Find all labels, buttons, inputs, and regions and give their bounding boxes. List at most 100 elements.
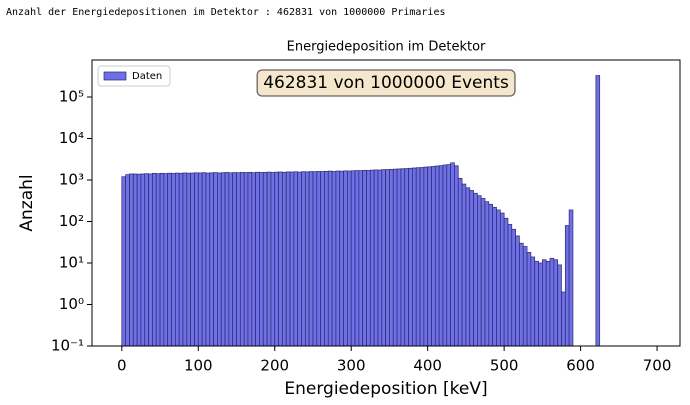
bar — [217, 172, 222, 347]
bar — [362, 169, 367, 347]
y-tick-label: 10³ — [59, 171, 84, 189]
bar — [392, 168, 398, 347]
x-tick-label: 700 — [643, 357, 672, 375]
y-tick-label: 10¹ — [59, 254, 84, 272]
bar — [285, 171, 291, 347]
bar — [136, 173, 142, 347]
bar — [144, 173, 149, 347]
bar — [339, 170, 344, 347]
bar — [492, 206, 497, 347]
x-tick-label: 600 — [566, 357, 595, 375]
y-axis-label: Anzahl — [17, 174, 37, 231]
bar — [457, 177, 463, 347]
bar — [515, 235, 520, 347]
bar — [236, 172, 241, 347]
bar — [270, 172, 276, 347]
bar — [461, 183, 467, 347]
bar — [293, 171, 299, 347]
plot-frame — [91, 59, 681, 347]
bar — [450, 162, 455, 347]
bar — [190, 172, 195, 347]
bar — [282, 171, 287, 347]
bar — [477, 195, 482, 347]
bar — [224, 172, 230, 347]
bar — [163, 173, 169, 347]
bar — [335, 170, 341, 347]
bar — [389, 168, 394, 347]
bar — [503, 217, 509, 347]
bar — [465, 187, 471, 347]
chart-title: Energiedeposition im Detektor — [287, 40, 486, 55]
bar — [297, 171, 302, 347]
bar — [132, 173, 138, 347]
bar — [469, 190, 474, 347]
bar — [549, 257, 555, 347]
x-tick-label: 200 — [260, 357, 289, 375]
header: Anzahl der Energiedepositionen im Detekt… — [6, 7, 446, 18]
bar — [522, 246, 528, 347]
bar — [534, 260, 539, 347]
bar — [538, 262, 543, 347]
bar — [278, 171, 283, 347]
bar — [446, 164, 451, 347]
bar — [232, 172, 237, 347]
annotation: 462831 von 1000000 Events — [263, 73, 509, 93]
bar — [171, 173, 176, 347]
bar — [262, 171, 268, 347]
bar — [545, 260, 551, 347]
bar — [201, 172, 207, 347]
bar — [324, 170, 329, 347]
bar — [140, 173, 146, 347]
bar — [396, 168, 402, 347]
bar — [167, 172, 172, 347]
bar — [159, 172, 165, 347]
bar — [542, 259, 547, 347]
bar — [197, 172, 203, 347]
bar — [519, 242, 524, 347]
bar — [595, 75, 601, 347]
bar — [423, 166, 429, 347]
bar — [266, 171, 272, 347]
y-tick-label: 10⁻¹ — [51, 337, 84, 355]
bar — [274, 171, 279, 347]
bar — [129, 173, 134, 347]
bar — [473, 192, 478, 347]
bar — [343, 170, 348, 347]
bar — [327, 170, 333, 347]
bar — [564, 225, 570, 347]
legend-label: Daten — [132, 71, 162, 82]
bar — [553, 259, 559, 347]
bar — [431, 166, 436, 347]
bar — [320, 171, 325, 347]
bar — [366, 170, 371, 347]
bar — [331, 171, 337, 347]
bar — [419, 167, 425, 347]
bar — [301, 171, 306, 347]
bar — [251, 172, 256, 347]
bar — [412, 167, 417, 347]
x-tick-label: 300 — [337, 357, 366, 375]
legend-box — [97, 65, 171, 87]
bar — [125, 174, 130, 347]
bar — [561, 291, 566, 347]
y-tick-label: 10⁴ — [59, 129, 84, 147]
x-axis-label: Energiedeposition [keV] — [284, 379, 487, 399]
bar — [186, 172, 191, 347]
legend-swatch — [103, 71, 127, 81]
bar — [255, 171, 260, 347]
bar — [434, 165, 440, 347]
bar — [358, 170, 364, 347]
bar — [239, 172, 245, 347]
bar — [526, 252, 532, 347]
bar — [316, 171, 321, 347]
x-tick-label: 500 — [490, 357, 519, 375]
bar — [385, 169, 390, 347]
bar — [312, 171, 318, 347]
bar — [220, 172, 226, 347]
bar — [557, 264, 562, 347]
bar — [308, 171, 314, 347]
x-tick-label: 0 — [117, 357, 127, 375]
bar — [228, 172, 234, 347]
bar — [155, 173, 161, 347]
